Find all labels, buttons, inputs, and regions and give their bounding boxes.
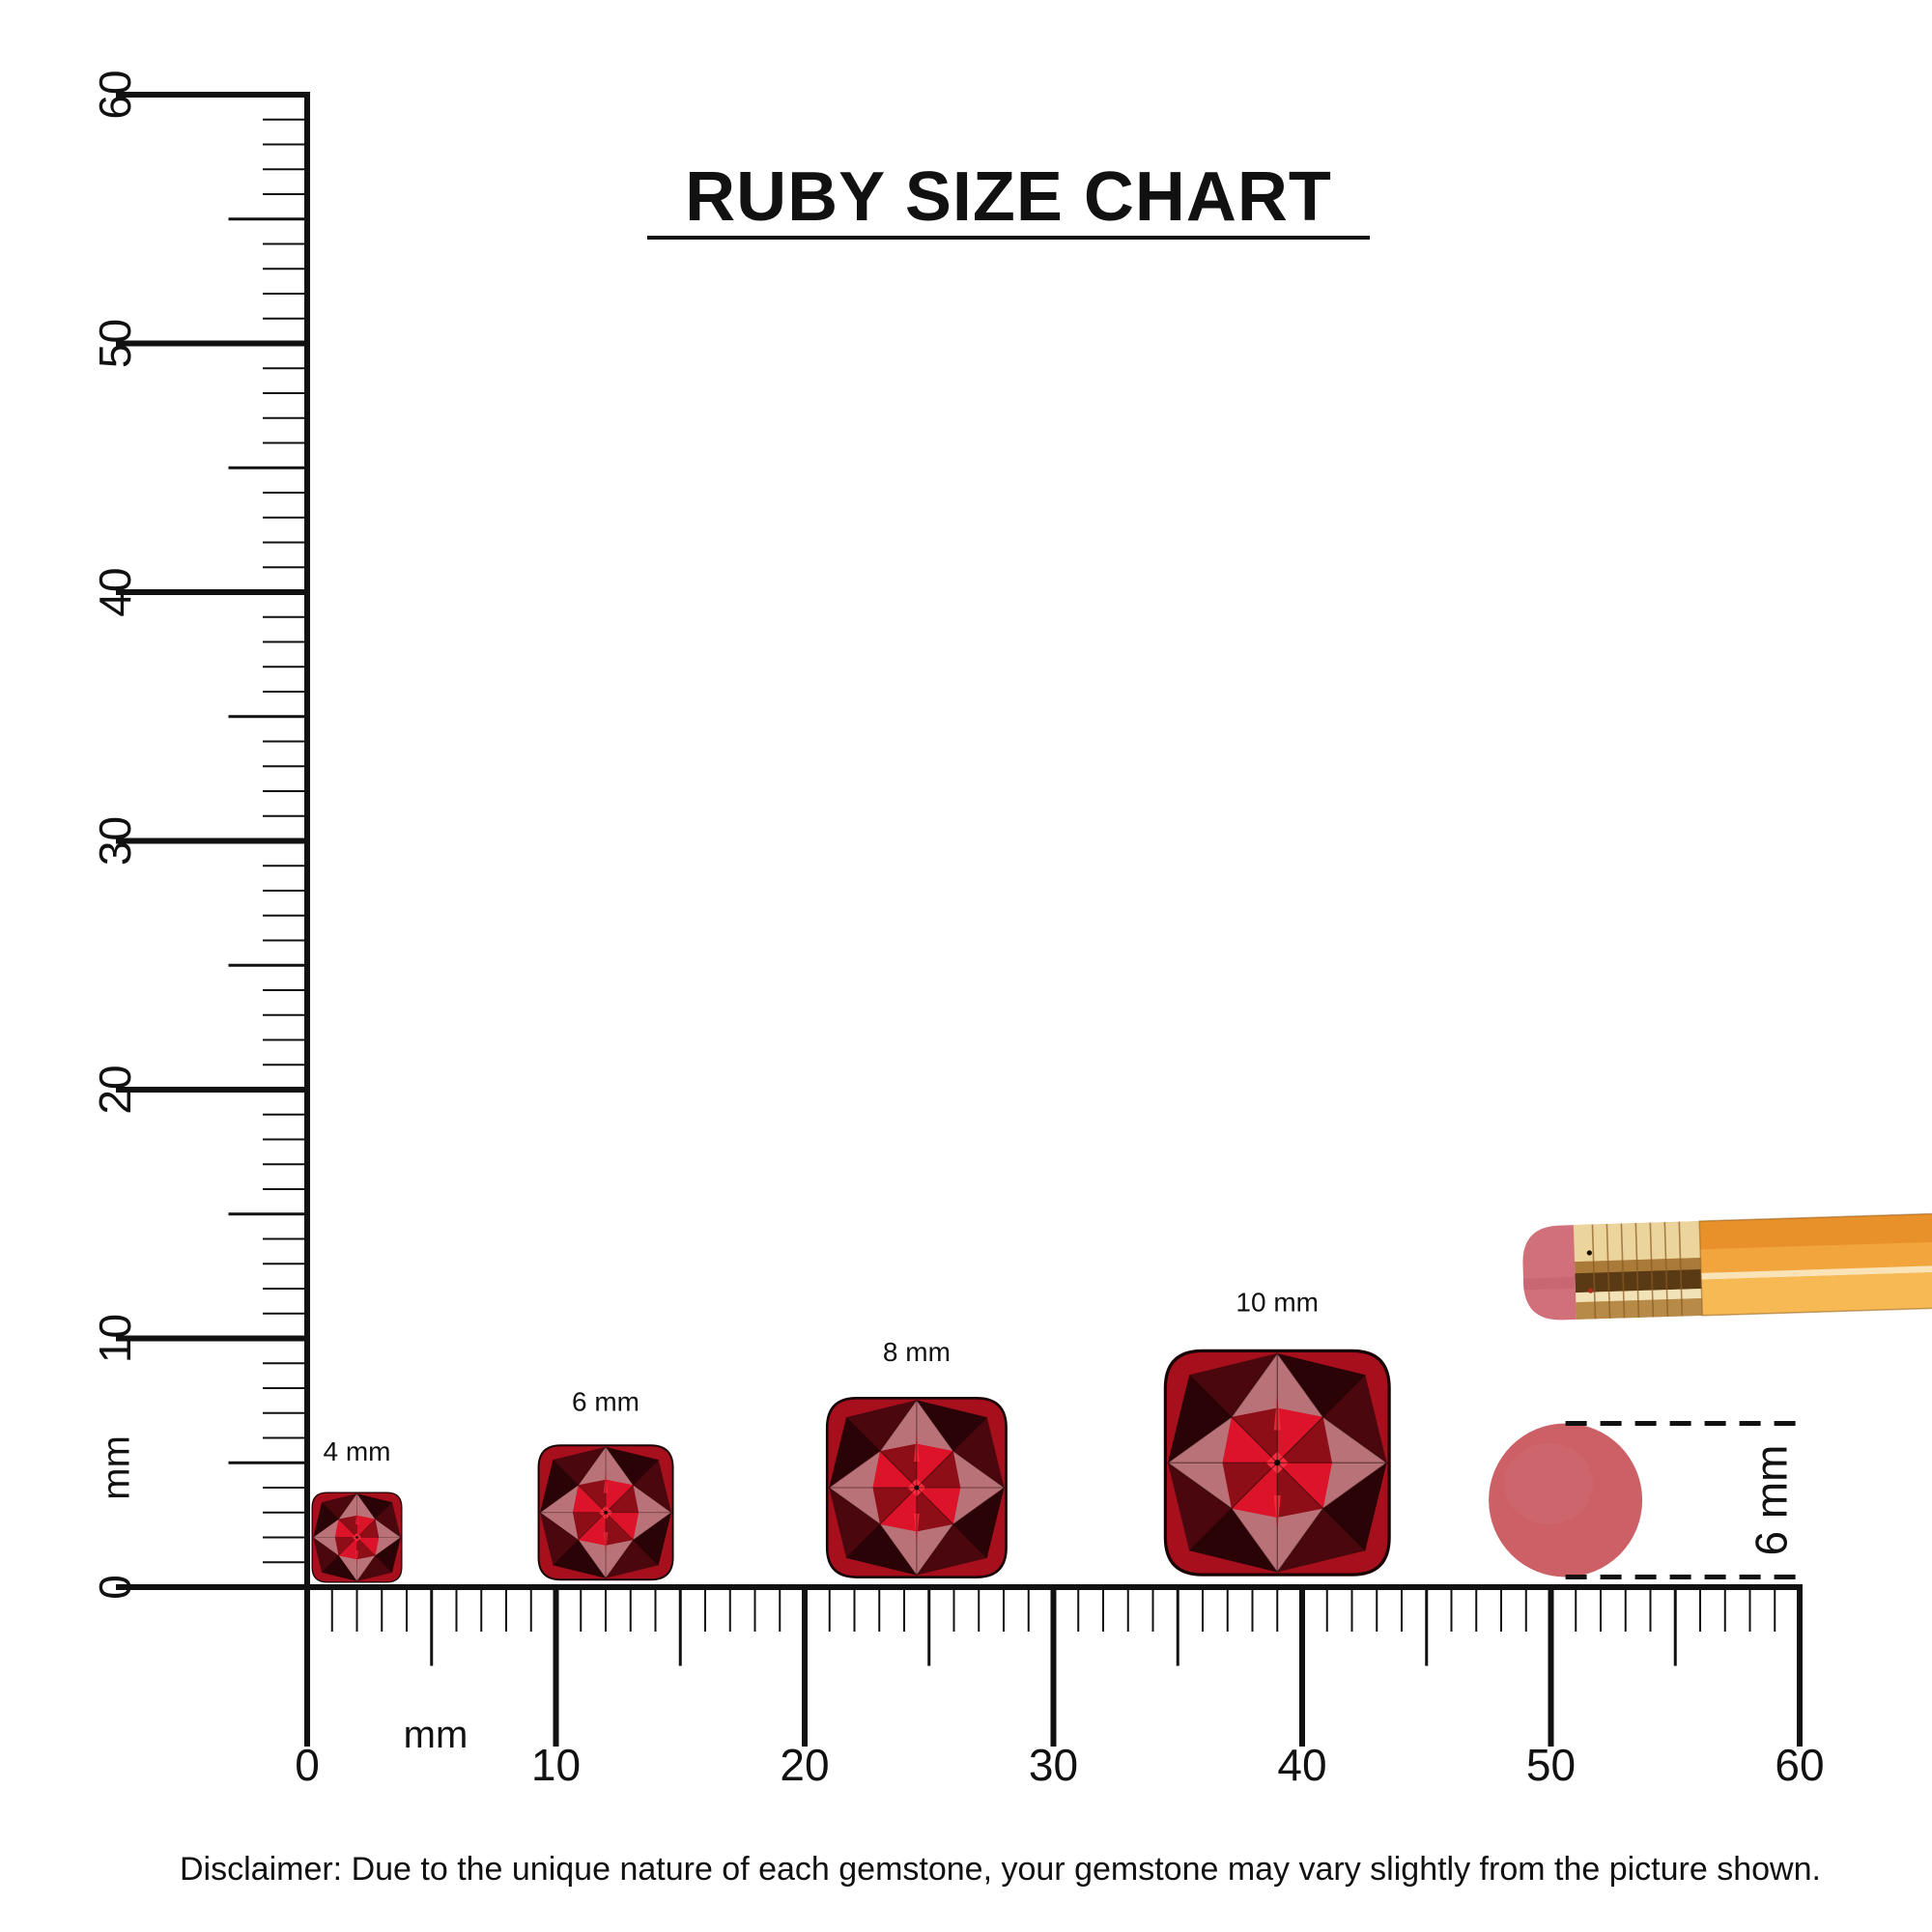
svg-text:10: 10: [90, 1314, 140, 1363]
svg-text:40: 40: [90, 567, 140, 616]
svg-text:0: 0: [90, 1575, 140, 1600]
svg-text:30: 30: [1029, 1740, 1078, 1790]
svg-text:50: 50: [90, 319, 140, 368]
svg-text:30: 30: [90, 816, 140, 866]
svg-text:mm: mm: [404, 1714, 469, 1756]
svg-text:RUBY SIZE CHART: RUBY SIZE CHART: [685, 158, 1332, 236]
svg-text:Disclaimer: Due to the unique: Disclaimer: Due to the unique nature of …: [180, 1851, 1821, 1888]
svg-text:40: 40: [1277, 1740, 1326, 1790]
svg-text:60: 60: [1775, 1740, 1824, 1790]
svg-text:10: 10: [531, 1740, 581, 1790]
svg-text:6 mm: 6 mm: [572, 1387, 639, 1417]
svg-text:8 mm: 8 mm: [883, 1337, 951, 1367]
svg-text:6 mm: 6 mm: [1746, 1445, 1796, 1556]
svg-text:20: 20: [90, 1065, 140, 1114]
svg-text:60: 60: [90, 70, 140, 119]
svg-text:mm: mm: [96, 1435, 138, 1500]
svg-text:10 mm: 10 mm: [1236, 1288, 1319, 1318]
svg-text:0: 0: [295, 1740, 320, 1790]
svg-text:20: 20: [780, 1740, 829, 1790]
svg-text:4 mm: 4 mm: [324, 1436, 391, 1466]
svg-text:50: 50: [1526, 1740, 1576, 1790]
